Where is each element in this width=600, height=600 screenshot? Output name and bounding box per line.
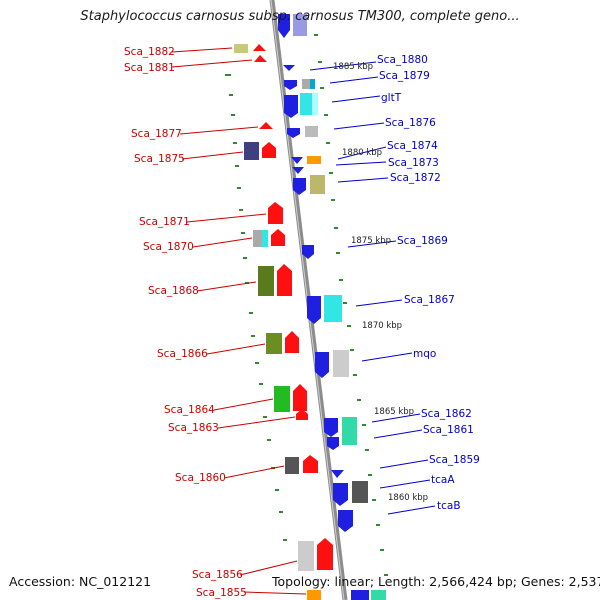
gene-box — [234, 44, 248, 53]
gene-box — [253, 230, 262, 247]
gene-box — [293, 14, 307, 36]
gene-label: Sca_1870 — [143, 241, 194, 253]
gene-label: Sca_1856 — [192, 569, 243, 581]
gene-arrow — [271, 229, 285, 246]
gene-label: Sca_1882 — [124, 46, 175, 58]
gene-label: Sca_1875 — [134, 153, 185, 165]
gene-arrow — [307, 296, 321, 324]
gene-arrow — [262, 142, 276, 158]
gene-box — [324, 295, 342, 322]
gene-arrow — [293, 178, 306, 195]
gene-label: Sca_1873 — [388, 157, 439, 169]
gene-label: Sca_1862 — [421, 408, 472, 420]
gene-box — [312, 93, 318, 115]
gene-label: Sca_1876 — [385, 117, 436, 129]
gene-box — [285, 457, 299, 474]
gene-label: mqo — [413, 348, 436, 360]
gene-box — [298, 541, 314, 571]
gene-arrow — [302, 245, 314, 259]
gene-box — [258, 266, 274, 296]
kbp-marker-label: 1865 kbp — [374, 407, 414, 417]
gene-label: Sca_1864 — [164, 404, 215, 416]
gene-label: Sca_1868 — [148, 285, 199, 297]
gene-label: Sca_1881 — [124, 62, 175, 74]
gene-box — [266, 333, 282, 354]
gene-label: Sca_1879 — [379, 70, 430, 82]
kbp-marker-label: 1860 kbp — [388, 493, 428, 503]
gene-arrow — [278, 14, 290, 38]
gene-box — [310, 79, 315, 89]
gene-box — [307, 590, 321, 600]
gene-box — [302, 79, 314, 89]
gene-arrow — [338, 510, 353, 532]
gene-label: Sca_1861 — [423, 424, 474, 436]
gene-box — [307, 156, 321, 164]
gene-box — [244, 142, 259, 160]
gene-arrow — [287, 128, 300, 138]
gene-label: Sca_1877 — [131, 128, 182, 140]
kbp-markers: 1885 kbp 1880 kbp 1875 kbp 1870 kbp 1865 kbp… — [333, 62, 428, 503]
gene-arrow — [331, 470, 344, 478]
gene-arrow — [285, 331, 299, 353]
gene-box — [300, 93, 312, 115]
gene-arrow — [291, 157, 303, 164]
gene-label: Sca_1867 — [404, 294, 455, 306]
gene-label: Sca_1859 — [429, 454, 480, 466]
gene-arrow — [283, 65, 295, 71]
gene-arrow — [254, 55, 267, 62]
map-title: Staphylococcus carnosus subsp. carnosus … — [80, 9, 520, 24]
tick-track-left — [225, 74, 287, 541]
gene-label: Sca_1872 — [390, 172, 441, 184]
gene-arrow — [253, 44, 266, 51]
gene-label: Sca_1880 — [377, 54, 428, 66]
gene-arrow — [259, 122, 273, 129]
gene-box — [310, 175, 325, 194]
gene-arrow — [327, 437, 339, 450]
gene-box — [351, 590, 369, 600]
gene-arrow — [333, 483, 348, 506]
gene-label: Sca_1860 — [175, 472, 226, 484]
genome-summary-text: Topology: linear; Length: 2,566,424 bp; … — [272, 574, 600, 589]
gene-arrow — [315, 352, 329, 378]
accession-text: Accession: NC_012121 — [9, 574, 152, 589]
gene-label: Sca_1874 — [387, 140, 438, 152]
gene-label: gltT — [381, 92, 402, 104]
gene-label: Sca_1869 — [397, 235, 448, 247]
gene-label: Sca_1866 — [157, 348, 208, 360]
kbp-marker-label: 1875 kbp — [351, 236, 391, 246]
forward-genes — [278, 14, 386, 600]
gene-arrow — [317, 538, 333, 570]
gene-label: Sca_1863 — [168, 422, 219, 434]
tick-track-right — [314, 34, 388, 576]
gene-arrow — [293, 384, 307, 411]
gene-box — [342, 417, 357, 445]
gene-label: Sca_1871 — [139, 216, 190, 228]
gene-box — [352, 481, 368, 503]
forward-leaders — [309, 61, 436, 515]
forward-gene-labels: Sca_1880 Sca_1879 gltT Sca_1876 Sca_1874 Sca_… — [377, 54, 480, 512]
reverse-gene-labels: Sca_1882 Sca_1881 Sca_1877 Sca_1875 Sca_1871… — [124, 46, 247, 599]
gene-label: Sca_1855 — [196, 587, 247, 599]
gene-box — [274, 386, 290, 412]
gene-box — [262, 230, 268, 247]
gene-box — [305, 126, 318, 137]
reverse-leaders — [171, 47, 307, 595]
gene-label: tcaB — [437, 500, 461, 512]
kbp-marker-label: 1870 kbp — [362, 321, 402, 331]
reverse-genes — [234, 44, 333, 600]
gene-arrow — [284, 80, 297, 90]
gene-box — [333, 350, 349, 377]
gene-box — [371, 590, 386, 600]
gene-arrow — [324, 418, 338, 437]
gene-arrow — [303, 455, 318, 473]
kbp-marker-label: 1885 kbp — [333, 62, 373, 72]
gene-arrow — [292, 167, 304, 174]
gene-label: tcaA — [431, 474, 455, 486]
gene-arrow — [277, 264, 292, 296]
gene-arrow — [296, 409, 308, 420]
gene-arrow — [268, 202, 283, 224]
kbp-marker-label: 1880 kbp — [342, 148, 382, 158]
gene-arrow — [284, 95, 298, 118]
